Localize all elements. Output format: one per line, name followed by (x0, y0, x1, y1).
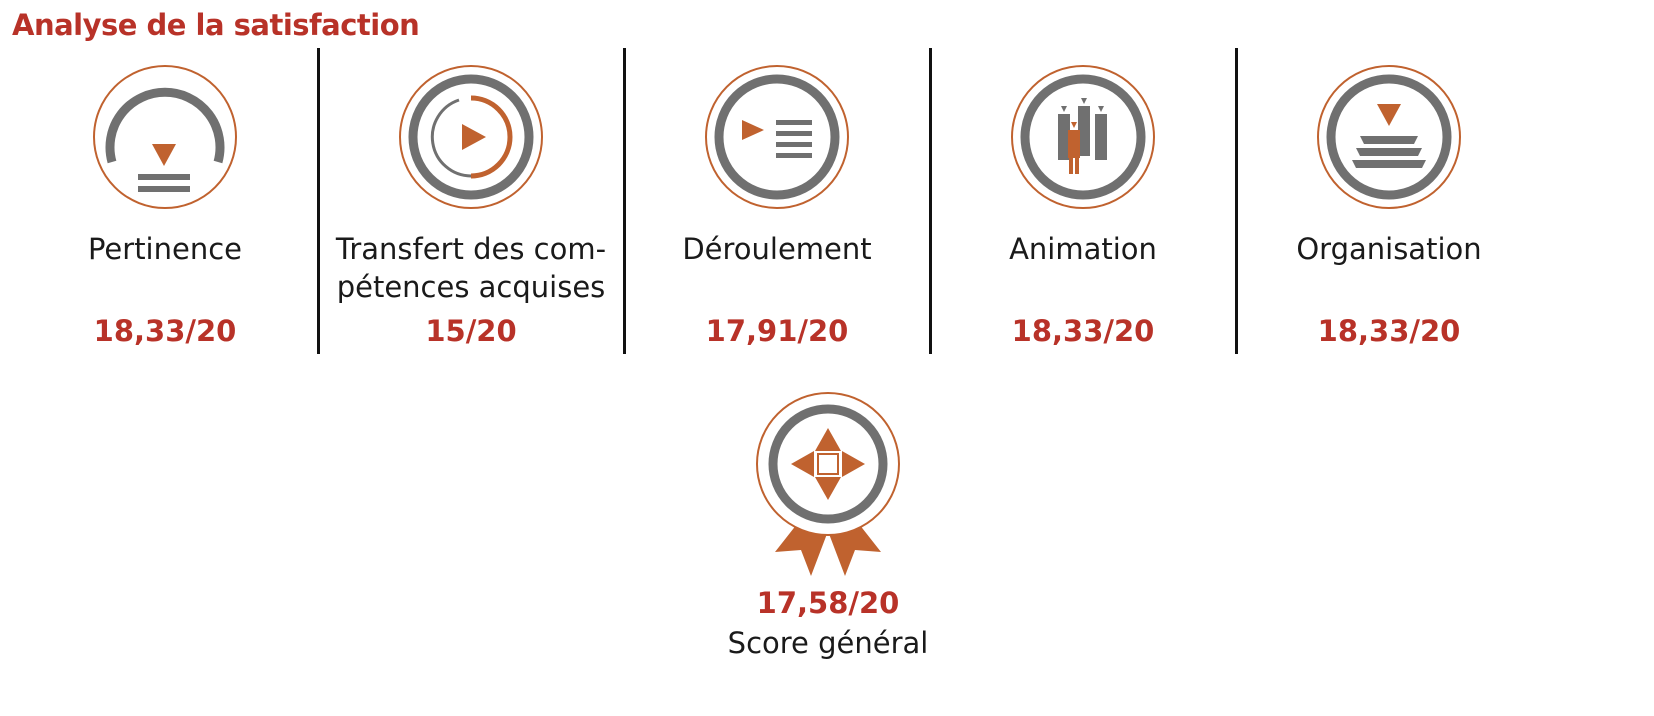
play-list-icon (705, 65, 849, 209)
gauge-icon (93, 65, 237, 209)
criterion-score: 17,91/20 (705, 314, 849, 348)
column-divider (1235, 48, 1238, 354)
general-score: 17,58/20 (756, 586, 900, 620)
criterion-transfert: Transfert des com- pétences acquises 15/… (321, 62, 621, 348)
criterion-score: 15/20 (425, 314, 517, 348)
criterion-label: Transfert des com- pétences acquises (335, 232, 607, 304)
people-icon (1011, 65, 1155, 209)
stack-layers-icon (1317, 65, 1461, 209)
criterion-score: 18,33/20 (1317, 314, 1461, 348)
criterion-score: 18,33/20 (93, 314, 237, 348)
criterion-animation: Animation 18,33/20 (933, 62, 1233, 348)
award-badge-icon (756, 392, 900, 576)
criterion-label: Déroulement (682, 232, 872, 266)
column-divider (317, 48, 320, 354)
column-divider (929, 48, 932, 354)
column-divider (623, 48, 626, 354)
criterion-label: Pertinence (87, 232, 243, 266)
general-label: Score général (727, 626, 929, 660)
play-progress-icon (399, 65, 543, 209)
criterion-label: Organisation (1296, 232, 1482, 266)
criterion-organisation: Organisation 18,33/20 (1239, 62, 1539, 348)
general-score-block: 17,58/20 Score général (678, 390, 978, 662)
criterion-label: Animation (1009, 232, 1157, 266)
page-title: Analyse de la satisfaction (12, 8, 420, 42)
criterion-deroulement: Déroulement 17,91/20 (627, 62, 927, 348)
criterion-pertinence: Pertinence 18,33/20 (15, 62, 315, 348)
criterion-score: 18,33/20 (1011, 314, 1155, 348)
